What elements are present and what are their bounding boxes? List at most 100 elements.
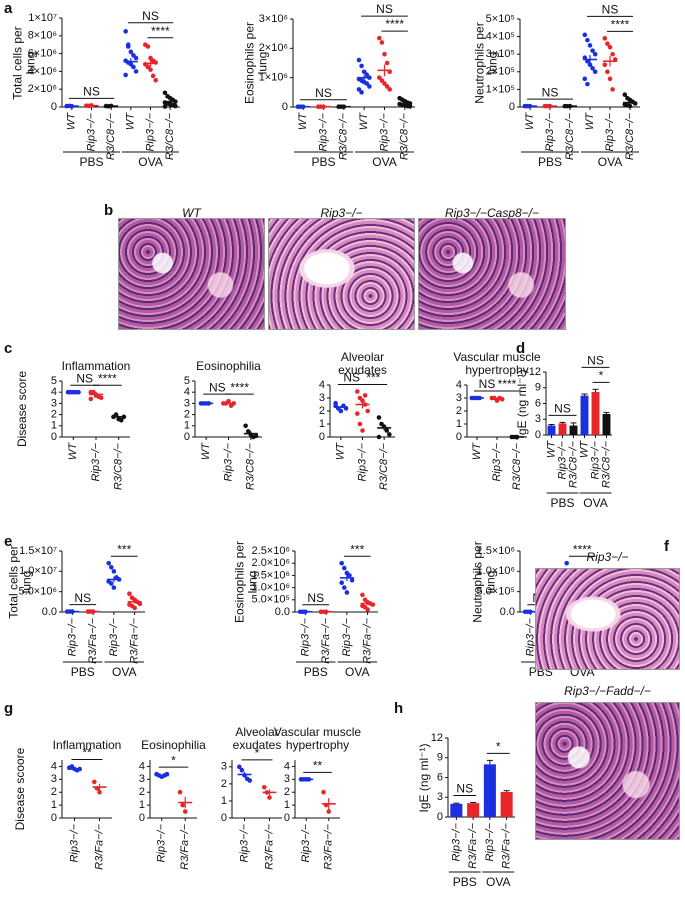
data-point (133, 55, 139, 61)
y-tick-label: 1.0×10⁶ (252, 582, 290, 594)
y-tick-label: 2 (319, 405, 325, 417)
data-point (226, 398, 231, 404)
x-tick-label: WT (125, 112, 137, 130)
y-tick-label: 2 (184, 409, 190, 421)
significance-label: NS (343, 371, 360, 385)
image-label: Rip3−/−Casp8−/− (444, 206, 540, 220)
x-tick-label: Rip3−/− (156, 823, 168, 862)
data-point (387, 87, 393, 92)
bar (591, 391, 600, 435)
y-axis-label: Disease score (14, 370, 29, 448)
image-label: Rip3−/− (586, 550, 629, 564)
condition-label: PBS (550, 496, 574, 510)
y-tick-label: 3 (437, 791, 443, 803)
x-tick-label: Rip3−/− (491, 442, 503, 481)
x-tick-label: Rip3−/− (300, 823, 312, 862)
data-point (610, 51, 615, 57)
data-point (356, 57, 362, 63)
condition-label: OVA (345, 665, 369, 679)
data-point (106, 560, 111, 566)
histology-image (418, 218, 566, 330)
data-point (253, 433, 259, 439)
data-point (108, 581, 114, 586)
panel-letter: c (4, 340, 13, 357)
significance-label: **** (230, 380, 249, 394)
chart-title: Vascular muscle hypertrophy (453, 350, 541, 377)
data-point (239, 767, 245, 773)
x-tick-label: R3/Fa−/− (87, 617, 99, 663)
significance-label: NS (587, 353, 604, 367)
x-tick-label: R3/Fa−/− (501, 822, 513, 868)
y-tick-label: 5×10⁵ (486, 13, 515, 25)
y-tick-label: 0 (535, 429, 541, 441)
data-point (590, 65, 595, 71)
y-tick-label: 4 (284, 760, 290, 772)
x-tick-label: R3/Fa−/− (263, 823, 275, 869)
y-tick-label: 0 (509, 101, 515, 113)
data-point (349, 577, 355, 583)
data-point (162, 104, 168, 109)
panel-letter: g (4, 700, 14, 717)
bar (500, 791, 513, 817)
significance-label: **** (98, 371, 117, 385)
data-point (339, 560, 344, 566)
significance-label: NS (554, 402, 571, 416)
y-tick-label: 4 (139, 760, 145, 772)
data-point (362, 393, 368, 398)
y-tick-label: 2.5×10⁶ (252, 545, 290, 557)
data-point (607, 44, 613, 50)
x-tick-label: Rip3−/− (604, 112, 616, 151)
data-point (607, 76, 613, 82)
x-tick-label: Rip3−/− (66, 617, 78, 656)
x-tick-label: WT (471, 442, 483, 460)
data-point (585, 37, 590, 43)
significance-label: NS (307, 591, 324, 605)
y-axis-label: Eosinophils per lung (232, 540, 259, 623)
y-axis-label: IgE (ng ml⁻¹) (416, 743, 431, 813)
data-point (585, 81, 590, 87)
x-tick-label: R3/C8−/− (567, 440, 579, 488)
significance-label: ** (313, 759, 323, 773)
condition-label: OVA (486, 875, 510, 889)
data-point (133, 69, 139, 74)
y-tick-label: 0 (284, 812, 290, 824)
x-tick-label: Rip3−/− (317, 112, 329, 151)
significance-label: **** (151, 24, 170, 38)
y-tick-label: 1×10⁷ (28, 12, 57, 24)
data-point (622, 92, 628, 97)
bar (483, 764, 496, 817)
significance-label: NS (315, 86, 332, 100)
data-point (262, 784, 267, 790)
data-point (605, 41, 610, 46)
significance-label: *** (117, 542, 131, 556)
y-tick-label: 2 (221, 778, 227, 790)
data-point (602, 36, 608, 41)
y-tick-label: 9 (437, 752, 443, 764)
chart-title: Eosinophilia (141, 738, 206, 752)
condition-label: PBS (79, 155, 103, 169)
y-tick-label: 3 (535, 413, 541, 425)
data-point (247, 778, 252, 783)
y-tick-label: 1 (319, 418, 325, 430)
data-point (355, 411, 360, 416)
data-point (333, 400, 338, 406)
x-tick-label: WT (584, 112, 596, 130)
chart-title: Inflammation (61, 359, 131, 373)
x-tick-label: Rip3−/− (85, 112, 97, 151)
x-tick-label: R3/Fa−/− (320, 617, 332, 663)
y-tick-label: 0.0 (500, 606, 515, 618)
x-tick-label: WT (335, 442, 347, 460)
y-tick-label: 4 (456, 379, 462, 391)
data-point (267, 795, 272, 800)
data-point (108, 564, 114, 570)
x-tick-label: WT (545, 440, 557, 458)
x-tick-label: Rip3−/− (341, 617, 353, 656)
data-point (376, 434, 382, 440)
y-tick-label: 3 (284, 773, 290, 785)
y-tick-label: 2 (51, 786, 57, 798)
y-tick-label: 3 (456, 392, 462, 404)
x-tick-label: WT (200, 442, 212, 460)
y-tick-label: 0 (221, 812, 227, 824)
y-tick-label: 0 (184, 431, 190, 443)
y-tick-label: 0 (51, 101, 57, 113)
